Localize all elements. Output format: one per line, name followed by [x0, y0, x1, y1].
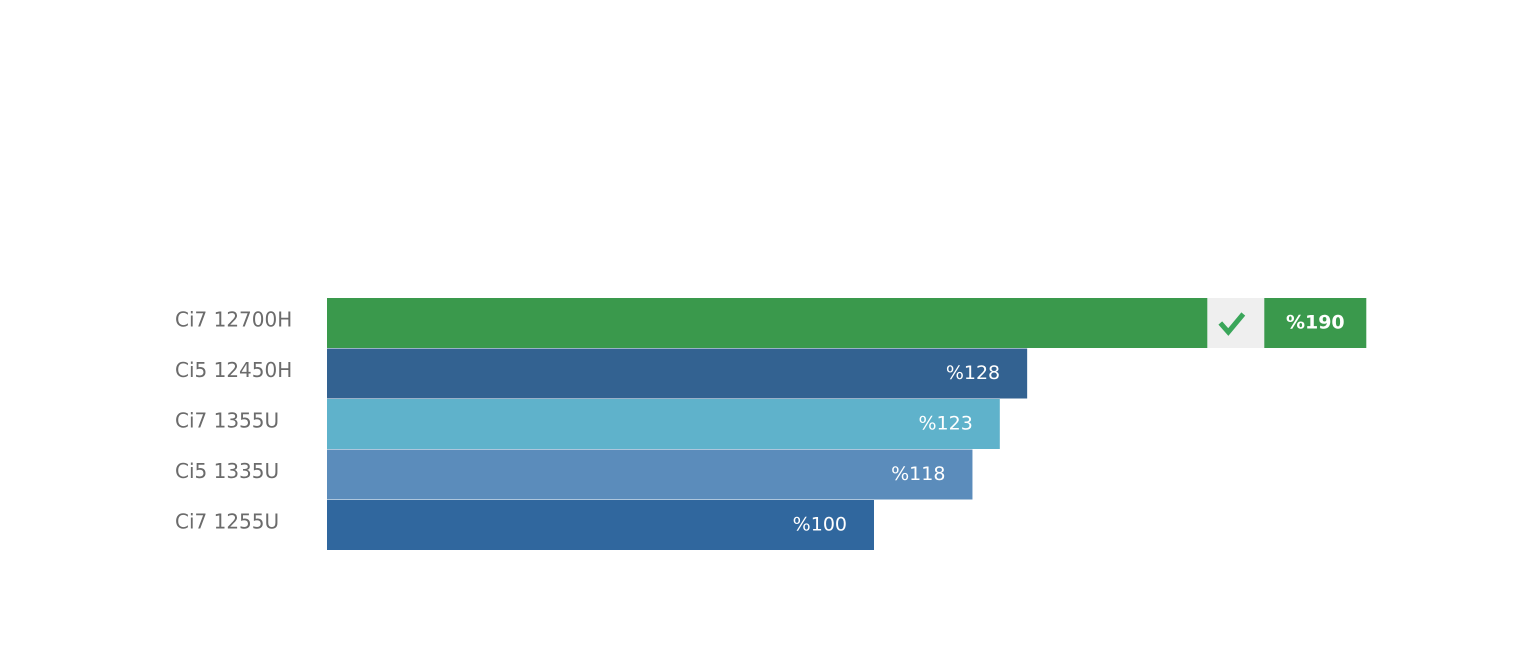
value-label: %118: [891, 463, 945, 485]
bar: [327, 500, 874, 550]
value-label: %128: [946, 362, 1000, 384]
category-label: Ci5 1335U: [175, 459, 279, 483]
bar: [327, 449, 973, 500]
category-label: Ci5 12450H: [175, 358, 292, 382]
bar: [327, 298, 1367, 348]
bar: [327, 399, 1000, 449]
bar: [327, 348, 1028, 399]
value-label: %190: [1286, 312, 1345, 334]
value-label: %123: [918, 413, 972, 435]
category-label: Ci7 12700H: [175, 308, 292, 332]
check-icon: [1218, 312, 1246, 336]
category-label: Ci7 1355U: [175, 409, 279, 433]
category-label: Ci7 1255U: [175, 510, 279, 534]
value-label: %100: [793, 514, 847, 536]
